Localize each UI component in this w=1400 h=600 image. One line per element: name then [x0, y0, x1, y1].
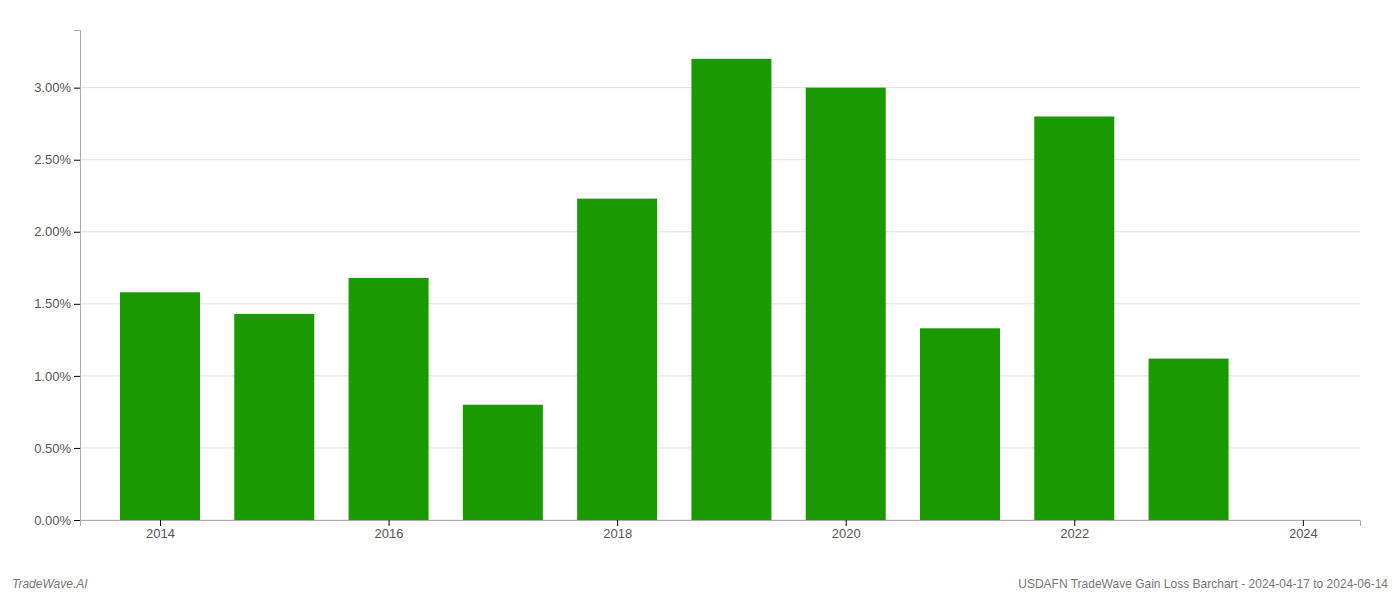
y-tick: 0.50% [34, 441, 80, 456]
y-tick-label: 2.50% [34, 152, 71, 167]
x-tick: 2022 [1060, 520, 1089, 541]
x-axis-line [81, 521, 1361, 527]
footer-text: USDAFN TradeWave Gain Loss Barchart - 20… [1018, 577, 1388, 591]
y-tick: 2.00% [34, 224, 80, 239]
y-tick-label: 0.00% [34, 513, 71, 528]
y-axis-line [74, 31, 81, 521]
y-tick-label: 2.00% [34, 224, 71, 239]
y-axis: 0.00% 0.50% 1.00% 1.50% 2.00% 2.50% 3.00% [34, 31, 80, 528]
y-tick-mark [74, 520, 80, 521]
x-tick: 2024 [1289, 520, 1318, 541]
x-tick-mark [1074, 520, 1075, 526]
y-tick-label: 0.50% [34, 441, 71, 456]
x-tick-label: 2020 [832, 526, 861, 541]
x-tick-label: 2014 [146, 526, 175, 541]
y-tick-label: 3.00% [34, 80, 71, 95]
y-tick: 1.50% [34, 296, 80, 311]
y-tick-label: 1.00% [34, 369, 71, 384]
plot-area [120, 59, 1229, 520]
x-tick: 2016 [375, 520, 404, 541]
y-tick-mark [74, 88, 80, 89]
bar [463, 405, 543, 520]
chart: 2014 2016 2018 2020 2022 2024 0.00% 0.50% 1.00% 1… [0, 0, 1400, 600]
x-tick-mark [160, 520, 161, 526]
bar [1034, 116, 1114, 520]
bar [920, 328, 1000, 520]
y-tick-label: 1.50% [34, 296, 71, 311]
x-tick: 2020 [832, 520, 861, 541]
x-tick-label: 2024 [1289, 526, 1318, 541]
footer-text: TradeWave.AI [12, 577, 88, 591]
x-tick-mark [1303, 520, 1304, 526]
y-tick-mark [74, 376, 80, 377]
bar [1149, 359, 1229, 520]
x-tick-label: 2018 [603, 526, 632, 541]
x-tick-label: 2016 [375, 526, 404, 541]
x-tick-label: 2022 [1060, 526, 1089, 541]
bar [577, 199, 657, 520]
x-axis: 2014 2016 2018 2020 2022 2024 [81, 520, 1361, 541]
y-tick: 1.00% [34, 369, 80, 384]
y-tick-mark [74, 232, 80, 233]
y-tick-mark [74, 304, 80, 305]
x-tick-mark [389, 520, 390, 526]
x-tick-mark [846, 520, 847, 526]
bar [234, 314, 314, 520]
x-tick: 2014 [146, 520, 175, 541]
bar [806, 88, 886, 520]
bar [691, 59, 771, 520]
bar [349, 278, 429, 520]
y-tick: 0.00% [34, 513, 80, 528]
x-tick-mark [617, 520, 618, 526]
bar [120, 292, 200, 520]
y-tick: 3.00% [34, 80, 80, 95]
y-tick-mark [74, 160, 80, 161]
x-tick: 2018 [603, 520, 632, 541]
y-tick-mark [74, 448, 80, 449]
y-tick: 2.50% [34, 152, 80, 167]
